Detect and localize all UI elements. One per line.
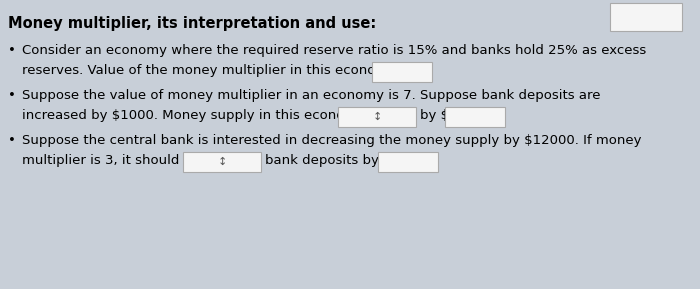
Text: Consider an economy where the required reserve ratio is 15% and banks hold 25% a: Consider an economy where the required r… xyxy=(22,44,646,57)
Text: Suppose the central bank is interested in decreasing the money supply by $12000.: Suppose the central bank is interested i… xyxy=(22,134,641,147)
Text: bank deposits by: bank deposits by xyxy=(265,154,379,167)
Text: by $: by $ xyxy=(420,109,449,122)
FancyBboxPatch shape xyxy=(338,107,416,127)
Text: •: • xyxy=(8,89,16,102)
Text: increased by $1000. Money supply in this economy will: increased by $1000. Money supply in this… xyxy=(22,109,391,122)
FancyBboxPatch shape xyxy=(610,3,682,31)
Text: ↕: ↕ xyxy=(217,157,227,167)
Text: ↕: ↕ xyxy=(372,112,382,122)
Text: •: • xyxy=(8,134,16,147)
FancyBboxPatch shape xyxy=(445,107,505,127)
Text: reserves. Value of the money multiplier in this economy =: reserves. Value of the money multiplier … xyxy=(22,64,412,77)
Text: multiplier is 3, it should: multiplier is 3, it should xyxy=(22,154,179,167)
FancyBboxPatch shape xyxy=(183,152,261,172)
FancyBboxPatch shape xyxy=(378,152,438,172)
Text: •: • xyxy=(8,44,16,57)
Text: Suppose the value of money multiplier in an economy is 7. Suppose bank deposits : Suppose the value of money multiplier in… xyxy=(22,89,601,102)
FancyBboxPatch shape xyxy=(372,62,432,82)
Text: Money multiplier, its interpretation and use:: Money multiplier, its interpretation and… xyxy=(8,16,377,31)
